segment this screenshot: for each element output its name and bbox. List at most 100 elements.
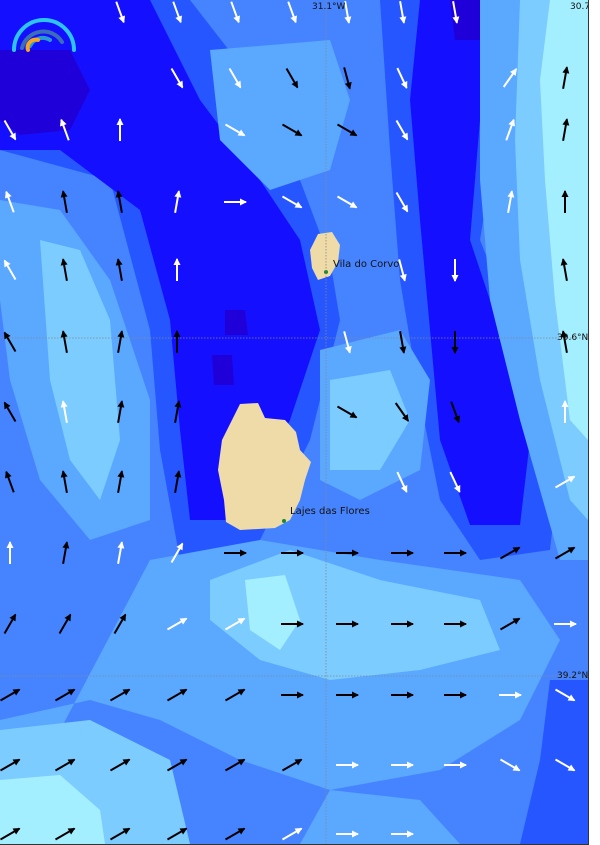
vector-arrow (281, 758, 303, 772)
weather-arc-logo (12, 18, 76, 52)
vector-arrow (394, 402, 410, 422)
vector-arrow (502, 68, 518, 88)
vector-arrow (116, 118, 124, 141)
vector-arrow (60, 400, 68, 424)
vector-arrow (399, 0, 407, 24)
vector-arrows (0, 0, 577, 841)
vector-arrow (5, 470, 15, 493)
vector-arrow (391, 830, 414, 838)
island-corvo (310, 232, 340, 280)
vector-arrow (60, 258, 68, 282)
vector-arrow (285, 67, 299, 89)
vector-arrow (60, 330, 68, 354)
vector-arrow (562, 66, 570, 90)
lat-label: 39.2°N (557, 671, 589, 681)
vector-arrow (451, 331, 459, 354)
vector-arrow (396, 471, 408, 493)
vector-arrow (3, 259, 17, 281)
raster-band-light (0, 775, 105, 844)
vector-arrow (499, 617, 521, 631)
place-label-vila-do-corvo[interactable]: Vila do Corvo (333, 259, 400, 270)
vector-arrow (3, 613, 17, 635)
vector-arrow (281, 549, 304, 557)
vector-arrow (113, 613, 127, 635)
vector-arrow (117, 400, 125, 424)
vector-arrow (60, 118, 70, 141)
vector-arrow (554, 620, 577, 628)
vector-arrow (281, 691, 304, 699)
vector-arrow (554, 475, 576, 489)
vector-arrow (281, 195, 303, 209)
vector-arrow (174, 190, 182, 214)
vector-arrow (3, 331, 17, 353)
island-flores (218, 403, 311, 530)
vector-arrow (450, 401, 460, 424)
vector-arrow (115, 190, 123, 214)
vector-arrow (174, 470, 182, 494)
place-marker-vila-do-corvo[interactable] (324, 270, 328, 274)
vector-arrow (54, 758, 76, 772)
vector-arrow (224, 549, 247, 557)
place-label-lajes-das-flores[interactable]: Lajes das Flores (290, 506, 370, 517)
vector-arrow (115, 258, 123, 282)
vector-arrow (115, 1, 125, 24)
vector-arrow (230, 1, 240, 24)
vector-arrow (336, 405, 358, 419)
vector-arrow (224, 827, 246, 841)
vector-arrow (228, 67, 242, 89)
vector-arrow (224, 758, 246, 772)
raster-band-dark (520, 680, 588, 844)
vector-arrow (0, 688, 21, 702)
raster-band-light (40, 240, 120, 500)
vector-arrow (224, 688, 246, 702)
vector-arrow (117, 541, 125, 565)
vector-arrow (398, 259, 407, 282)
vector-arrow (560, 258, 568, 282)
vector-arrow (281, 123, 303, 137)
vector-arrow (395, 119, 409, 141)
vector-arrow (166, 758, 188, 772)
raster-band-deepest (212, 310, 248, 385)
vector-arrow (58, 613, 72, 635)
vector-arrow (391, 549, 414, 557)
raster-band-deepest (0, 50, 90, 135)
vector-arrow (554, 688, 576, 702)
vector-arrow (336, 761, 359, 769)
place-marker-lajes-das-flores[interactable] (282, 519, 286, 523)
raster-band-dark (0, 0, 320, 520)
vector-arrow (444, 761, 467, 769)
vector-arrow (3, 401, 17, 423)
vector-arrow (117, 470, 125, 494)
vector-arrow (172, 1, 182, 24)
lon-label: 30.7°W (570, 2, 588, 12)
vector-arrow (391, 691, 414, 699)
vector-arrow (344, 0, 352, 24)
vector-arrow (507, 190, 515, 214)
vector-arrow (0, 827, 21, 841)
vector-arrow (5, 190, 15, 213)
vector-arrow (109, 688, 131, 702)
vector-arrow (336, 123, 358, 137)
vector-arrow (449, 471, 461, 493)
vector-arrow (117, 330, 125, 354)
vector-arrow (166, 827, 188, 841)
vector-arrow (391, 761, 414, 769)
vector-arrow (336, 830, 359, 838)
vector-arrow (174, 400, 182, 424)
lon-label: 31.1°W (312, 2, 346, 12)
raster-band-deep (410, 0, 530, 525)
vector-arrow (60, 190, 68, 214)
vector-arrow (499, 546, 521, 560)
vector-arrow (444, 620, 467, 628)
vector-arrow (170, 542, 184, 564)
vector-arrow (173, 330, 181, 353)
vector-arrow (451, 259, 459, 282)
vector-arrow (505, 118, 515, 141)
vector-arrow (452, 0, 460, 24)
vector-arrow (109, 827, 131, 841)
vector-arrow (166, 617, 188, 631)
vector-arrow (343, 67, 352, 90)
vector-arrow (554, 546, 576, 560)
vector-arrow (561, 190, 569, 213)
